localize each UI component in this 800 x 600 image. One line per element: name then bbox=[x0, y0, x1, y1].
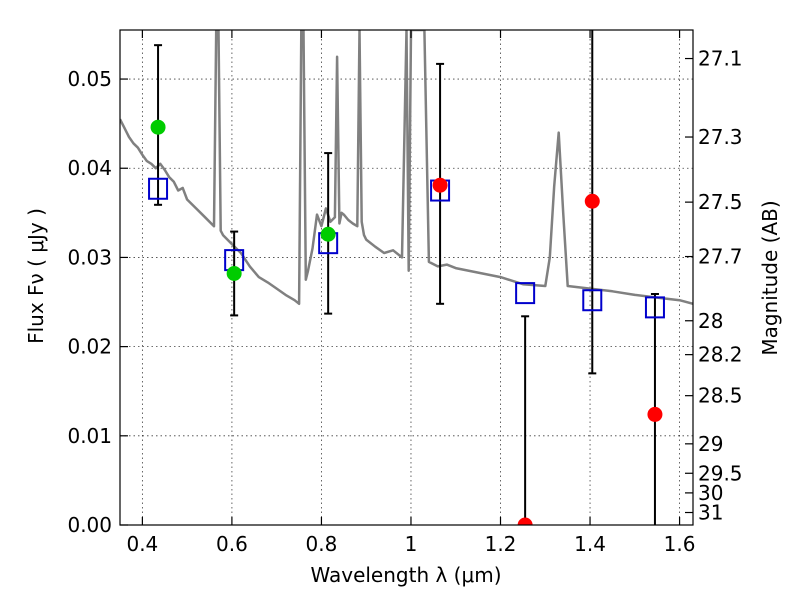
x-tick-label: 1.6 bbox=[664, 532, 696, 556]
axes: 0.4 0.6 0.8 1 1.2 1.4 1.6 0.00 0.01 0.02 0.03 0.04 0… bbox=[67, 29, 743, 556]
detection-point bbox=[320, 226, 336, 242]
y-tick-label: 0.05 bbox=[67, 67, 112, 91]
detection-point bbox=[226, 265, 242, 281]
upper-limit-point bbox=[517, 517, 533, 525]
x-tick-label: 0.4 bbox=[126, 532, 158, 556]
mag-tick-label: 29 bbox=[698, 432, 723, 456]
x-tick-label: 0.8 bbox=[306, 532, 338, 556]
y-tick-label: 0.00 bbox=[67, 513, 112, 537]
x-tick-label: 1.2 bbox=[485, 532, 517, 556]
y-tick-label: 0.02 bbox=[67, 335, 112, 359]
mag-tick-label: 27.1 bbox=[698, 47, 743, 71]
y-tick-label: 0.03 bbox=[67, 245, 112, 269]
y-axis-label: Flux Fν ( μJy ) bbox=[24, 208, 48, 344]
x-axis-label: Wavelength λ (μm) bbox=[310, 563, 501, 587]
plot-data bbox=[120, 30, 693, 525]
model-photometry-square bbox=[644, 296, 665, 319]
mag-tick-label: 27.7 bbox=[698, 245, 743, 269]
y-tick-label: 0.01 bbox=[67, 424, 112, 448]
model-photometry-square bbox=[515, 282, 536, 305]
model-sed-line bbox=[120, 30, 693, 306]
mag-tick-label: 27.5 bbox=[698, 190, 743, 214]
mag-tick-label: 28.2 bbox=[698, 343, 743, 367]
x-tick-label: 1 bbox=[405, 532, 418, 556]
y2-axis-label: Magnitude (AB) bbox=[758, 200, 782, 355]
mag-tick-label: 27.3 bbox=[698, 125, 743, 149]
y-tick-label: 0.04 bbox=[67, 156, 112, 180]
mag-tick-label: 28 bbox=[698, 309, 723, 333]
model-photometry-square bbox=[582, 289, 603, 312]
model-photometry-square bbox=[148, 177, 169, 200]
mag-tick-label: 30 bbox=[698, 481, 723, 505]
upper-limit-point bbox=[584, 193, 600, 209]
upper-limit-point bbox=[647, 406, 663, 422]
x-tick-label: 0.6 bbox=[216, 532, 248, 556]
upper-limit-point bbox=[432, 177, 448, 193]
detection-point bbox=[150, 119, 166, 135]
plot-frame bbox=[119, 29, 694, 526]
mag-tick-label: 31 bbox=[698, 501, 723, 525]
x-tick-label: 1.4 bbox=[574, 532, 606, 556]
mag-tick-label: 29.5 bbox=[698, 461, 743, 485]
mag-tick-label: 28.5 bbox=[698, 384, 743, 408]
